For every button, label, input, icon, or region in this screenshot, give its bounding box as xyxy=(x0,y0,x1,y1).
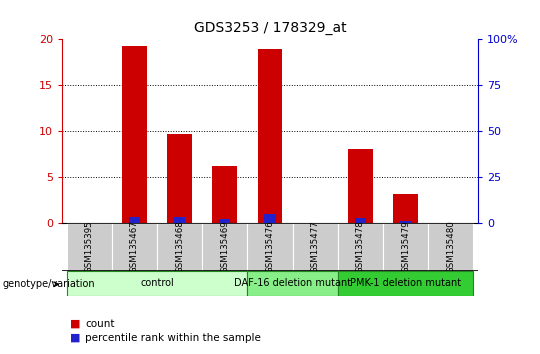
Text: GSM135478: GSM135478 xyxy=(356,221,365,273)
Bar xyxy=(219,219,231,223)
Bar xyxy=(247,271,338,296)
Bar xyxy=(258,49,282,223)
Bar xyxy=(293,223,338,271)
Bar xyxy=(66,271,247,296)
Bar xyxy=(157,223,202,271)
Bar xyxy=(202,223,247,271)
Text: DAF-16 deletion mutant: DAF-16 deletion mutant xyxy=(234,278,351,288)
Text: genotype/variation: genotype/variation xyxy=(3,279,96,289)
Bar xyxy=(129,217,140,223)
Bar xyxy=(338,223,383,271)
Bar xyxy=(112,223,157,271)
Bar xyxy=(167,134,192,223)
Text: GSM135468: GSM135468 xyxy=(175,221,184,273)
Bar xyxy=(348,149,373,223)
Bar xyxy=(122,46,147,223)
Text: GSM135467: GSM135467 xyxy=(130,221,139,273)
Text: ■: ■ xyxy=(70,319,80,329)
Bar xyxy=(355,218,366,223)
Title: GDS3253 / 178329_at: GDS3253 / 178329_at xyxy=(194,21,346,35)
Text: PMK-1 deletion mutant: PMK-1 deletion mutant xyxy=(350,278,461,288)
Bar xyxy=(265,214,275,223)
Bar xyxy=(174,217,185,223)
Bar xyxy=(393,194,418,223)
Text: GSM135477: GSM135477 xyxy=(310,221,320,273)
Text: GSM135480: GSM135480 xyxy=(446,221,455,273)
Bar xyxy=(338,271,474,296)
Bar xyxy=(212,166,237,223)
Text: ■: ■ xyxy=(70,333,80,343)
Text: control: control xyxy=(140,278,174,288)
Text: GSM135469: GSM135469 xyxy=(220,221,230,273)
Bar xyxy=(247,223,293,271)
Bar xyxy=(400,221,411,223)
Text: GSM135476: GSM135476 xyxy=(266,221,274,273)
Text: count: count xyxy=(85,319,115,329)
Text: GSM135395: GSM135395 xyxy=(85,221,94,273)
Text: percentile rank within the sample: percentile rank within the sample xyxy=(85,333,261,343)
Bar xyxy=(383,223,428,271)
Bar xyxy=(428,223,474,271)
Text: GSM135479: GSM135479 xyxy=(401,221,410,273)
Bar xyxy=(66,223,112,271)
